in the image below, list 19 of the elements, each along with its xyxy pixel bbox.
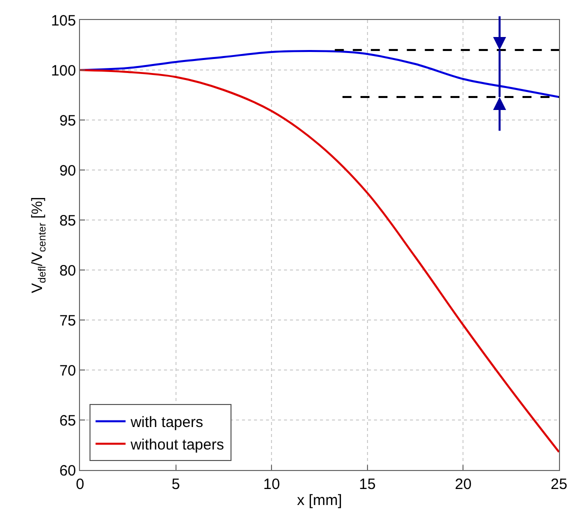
y-tick-label: 70 — [59, 362, 76, 380]
x-axis-title: x [mm] — [297, 492, 342, 509]
y-tick-label: 60 — [59, 462, 76, 480]
legend-label: without tapers — [130, 436, 224, 454]
y-tick-label: 105 — [50, 12, 76, 30]
y-tick-label: 85 — [59, 212, 76, 230]
x-tick-label: 25 — [550, 476, 568, 493]
x-tick-label: 20 — [454, 476, 472, 493]
x-tick-label: 15 — [359, 476, 376, 493]
x-tick-label: 5 — [172, 476, 180, 493]
y-tick-label: 90 — [59, 162, 76, 180]
y-tick-label: 100 — [50, 62, 76, 80]
x-tick-label: 10 — [263, 476, 280, 493]
y-tick-label: 75 — [59, 312, 76, 330]
y-tick-label: 65 — [59, 412, 76, 430]
y-tick-label: 95 — [59, 112, 76, 130]
y-tick-label: 80 — [59, 262, 76, 280]
legend-label: with tapers — [130, 414, 204, 432]
x-tick-label: 0 — [76, 476, 84, 493]
